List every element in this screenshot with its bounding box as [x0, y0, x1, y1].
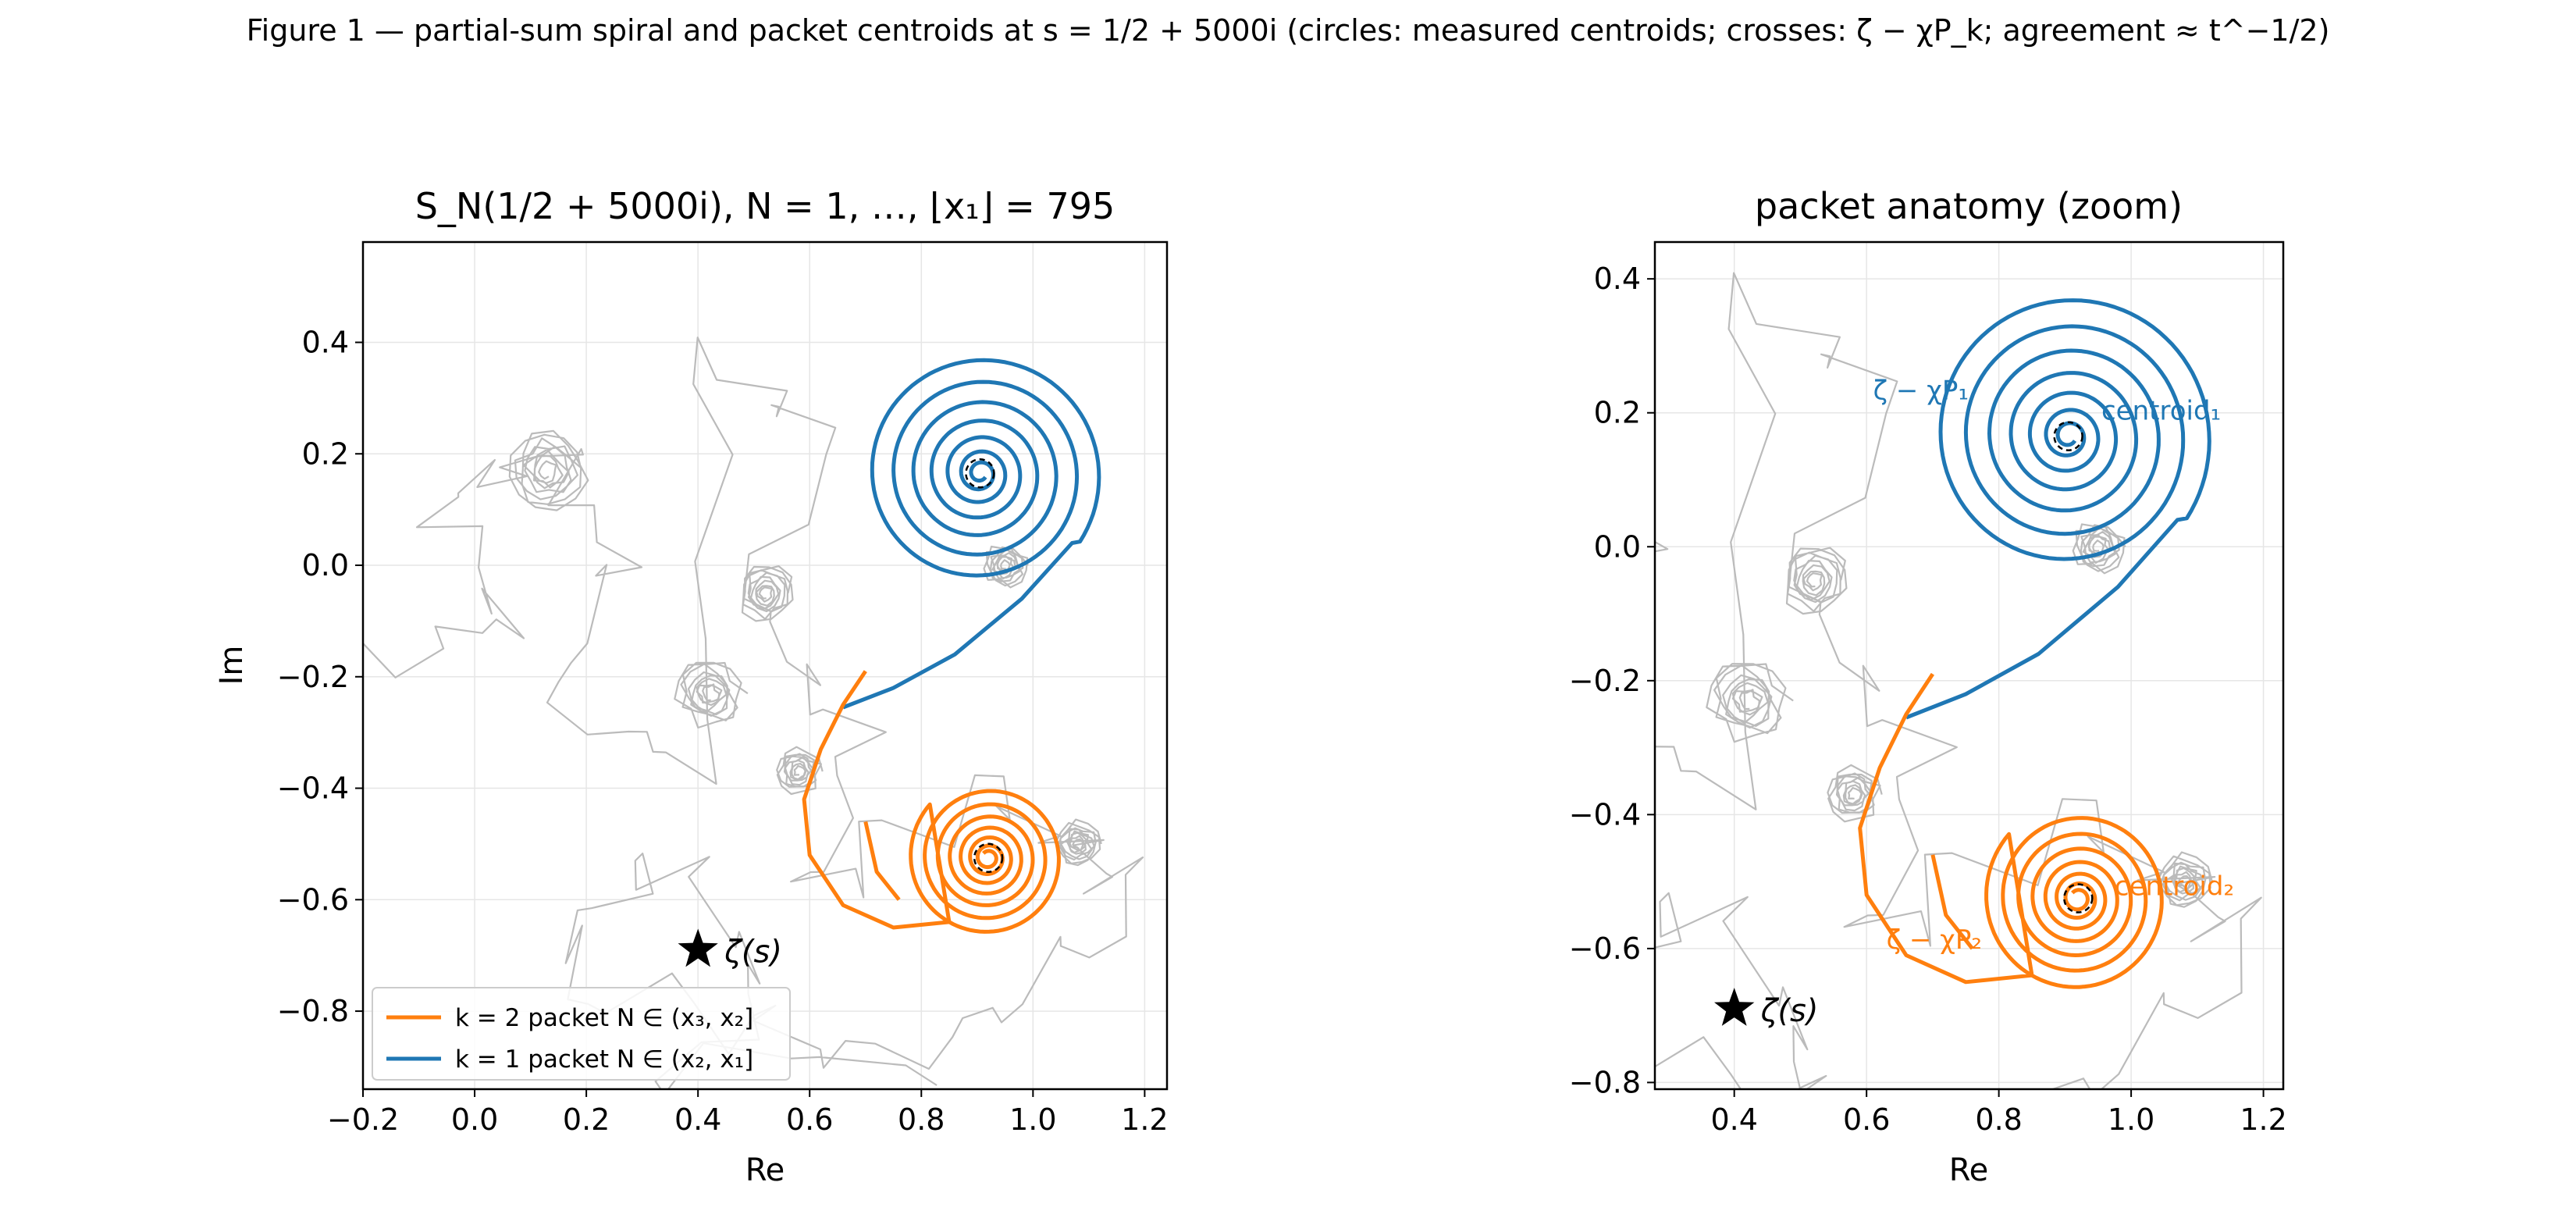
x-tick-label: −0.2 [327, 1102, 399, 1137]
x-tick-label: 0.6 [786, 1102, 833, 1137]
legend-label: k = 2 packet N ∈ (x₃, x₂] [455, 1004, 753, 1032]
gray-cluster-2 [1785, 547, 1848, 615]
spiral-panel-plot-area: ζ(s) [363, 337, 1144, 1089]
partial-sum-path [363, 337, 1144, 1089]
gray-cluster-5 [2157, 851, 2213, 908]
gray-cluster-0 [508, 429, 589, 511]
k2-packet-tail [1930, 854, 1974, 950]
gray-cluster-3 [1827, 764, 1883, 823]
zoom-panel-plot-area: ζ(s) ζ − χP₁ centroid₁ ζ − χP₂ centroid₂ [1511, 272, 2262, 1089]
y-tick-label: 0.4 [302, 325, 349, 359]
x-tick-label: 0.8 [1975, 1102, 2022, 1137]
centroid-marker-1 [965, 458, 995, 489]
spiral-panel-ylabel: Im [214, 646, 250, 686]
zoom-panel-xlabel: Re [1949, 1152, 1989, 1188]
spiral-panel-xlabel: Re [745, 1152, 785, 1188]
k2-packet-spiral [802, 670, 1061, 934]
y-tick-label: −0.8 [277, 994, 349, 1028]
y-tick-label: −0.8 [1569, 1065, 1641, 1099]
zoom-panel-title: packet anatomy (zoom) [1755, 185, 2183, 227]
zeta-star-marker [1714, 988, 1755, 1026]
centroid-marker-2 [2063, 883, 2094, 914]
x-tick-label: 0.4 [1710, 1102, 1757, 1137]
spiral-panel-frame [361, 240, 1169, 1091]
x-tick-label: 1.0 [1009, 1102, 1056, 1137]
k1-packet-spiral [1905, 298, 2211, 720]
gray-cluster-1 [1706, 663, 1794, 743]
k2-packet-tail [863, 821, 901, 901]
y-tick-label: 0.2 [1594, 396, 1641, 430]
annotation-label: ζ − χP₁ [1873, 376, 1969, 407]
gray-cluster-3 [776, 746, 824, 796]
y-tick-label: −0.2 [277, 660, 349, 694]
x-tick-label: 1.0 [2108, 1102, 2154, 1137]
gray-cluster-2 [741, 565, 794, 622]
k1-packet-spiral [842, 358, 1101, 710]
spiral-panel: S_N(1/2 + 5000i), N = 1, …, ⌊x₁⌋ = 795 ζ… [214, 185, 1169, 1188]
annotation-label: centroid₁ [2101, 395, 2221, 426]
zeta-label: ζ(s) [724, 935, 782, 970]
centroid-marker-2 [973, 842, 1004, 874]
gray-cluster-5 [1055, 818, 1102, 867]
x-tick-label: 0.2 [563, 1102, 610, 1137]
centroid-marker-1 [2053, 421, 2083, 451]
x-tick-label: 0.6 [1843, 1102, 1890, 1137]
annotation-label: centroid₂ [2115, 871, 2234, 902]
gray-cluster-0 [1511, 385, 1604, 480]
y-tick-label: 0.0 [302, 548, 349, 582]
y-tick-label: −0.4 [277, 771, 349, 806]
x-tick-label: 0.4 [674, 1102, 721, 1137]
legend-box [372, 987, 791, 1081]
partial-sum-path [1655, 272, 2262, 1089]
legend-label: k = 1 packet N ∈ (x₂, x₁] [455, 1045, 753, 1074]
y-tick-label: 0.4 [1594, 262, 1641, 296]
zoom-panel: packet anatomy (zoom) ζ(s) ζ − χP₁ centroi… [1511, 185, 2287, 1188]
y-tick-label: −0.6 [1569, 931, 1641, 966]
spiral-panel-ticks: −0.2 0.0 0.2 0.4 0.6 0.8 1.0 1.2 −0.8 −0.6 −0.4 −0.… [277, 325, 1169, 1137]
zeta-label: ζ(s) [1760, 993, 1819, 1029]
y-tick-label: −0.6 [277, 882, 349, 917]
y-tick-label: 0.2 [302, 436, 349, 471]
y-tick-label: 0.0 [1594, 529, 1641, 564]
spiral-panel-legend: k = 2 packet N ∈ (x₃, x₂] k = 1 packet N … [372, 987, 791, 1081]
x-tick-label: 1.2 [2240, 1102, 2286, 1137]
x-tick-label: 0.0 [451, 1102, 498, 1137]
y-tick-label: −0.2 [1569, 664, 1641, 698]
gray-cluster-1 [674, 661, 749, 729]
figure-title: Figure 1 — partial-sum spiral and packet… [247, 13, 2330, 48]
x-tick-label: 1.2 [1121, 1102, 1168, 1137]
zoom-panel-frame [1653, 240, 2285, 1091]
x-tick-label: 0.8 [898, 1102, 945, 1137]
y-tick-label: −0.4 [1569, 797, 1641, 832]
spiral-panel-title: S_N(1/2 + 5000i), N = 1, …, ⌊x₁⌋ = 795 [415, 185, 1115, 227]
zoom-panel-ticks: 0.4 0.6 0.8 1.0 1.2 −0.8 −0.6 −0.4 −0.2 0.0 0.2 0.4 [1569, 262, 2287, 1137]
k2-packet-spiral [1858, 672, 2164, 989]
annotation-label: ζ − χP₂ [1887, 924, 1982, 956]
zeta-star-marker [678, 928, 718, 967]
